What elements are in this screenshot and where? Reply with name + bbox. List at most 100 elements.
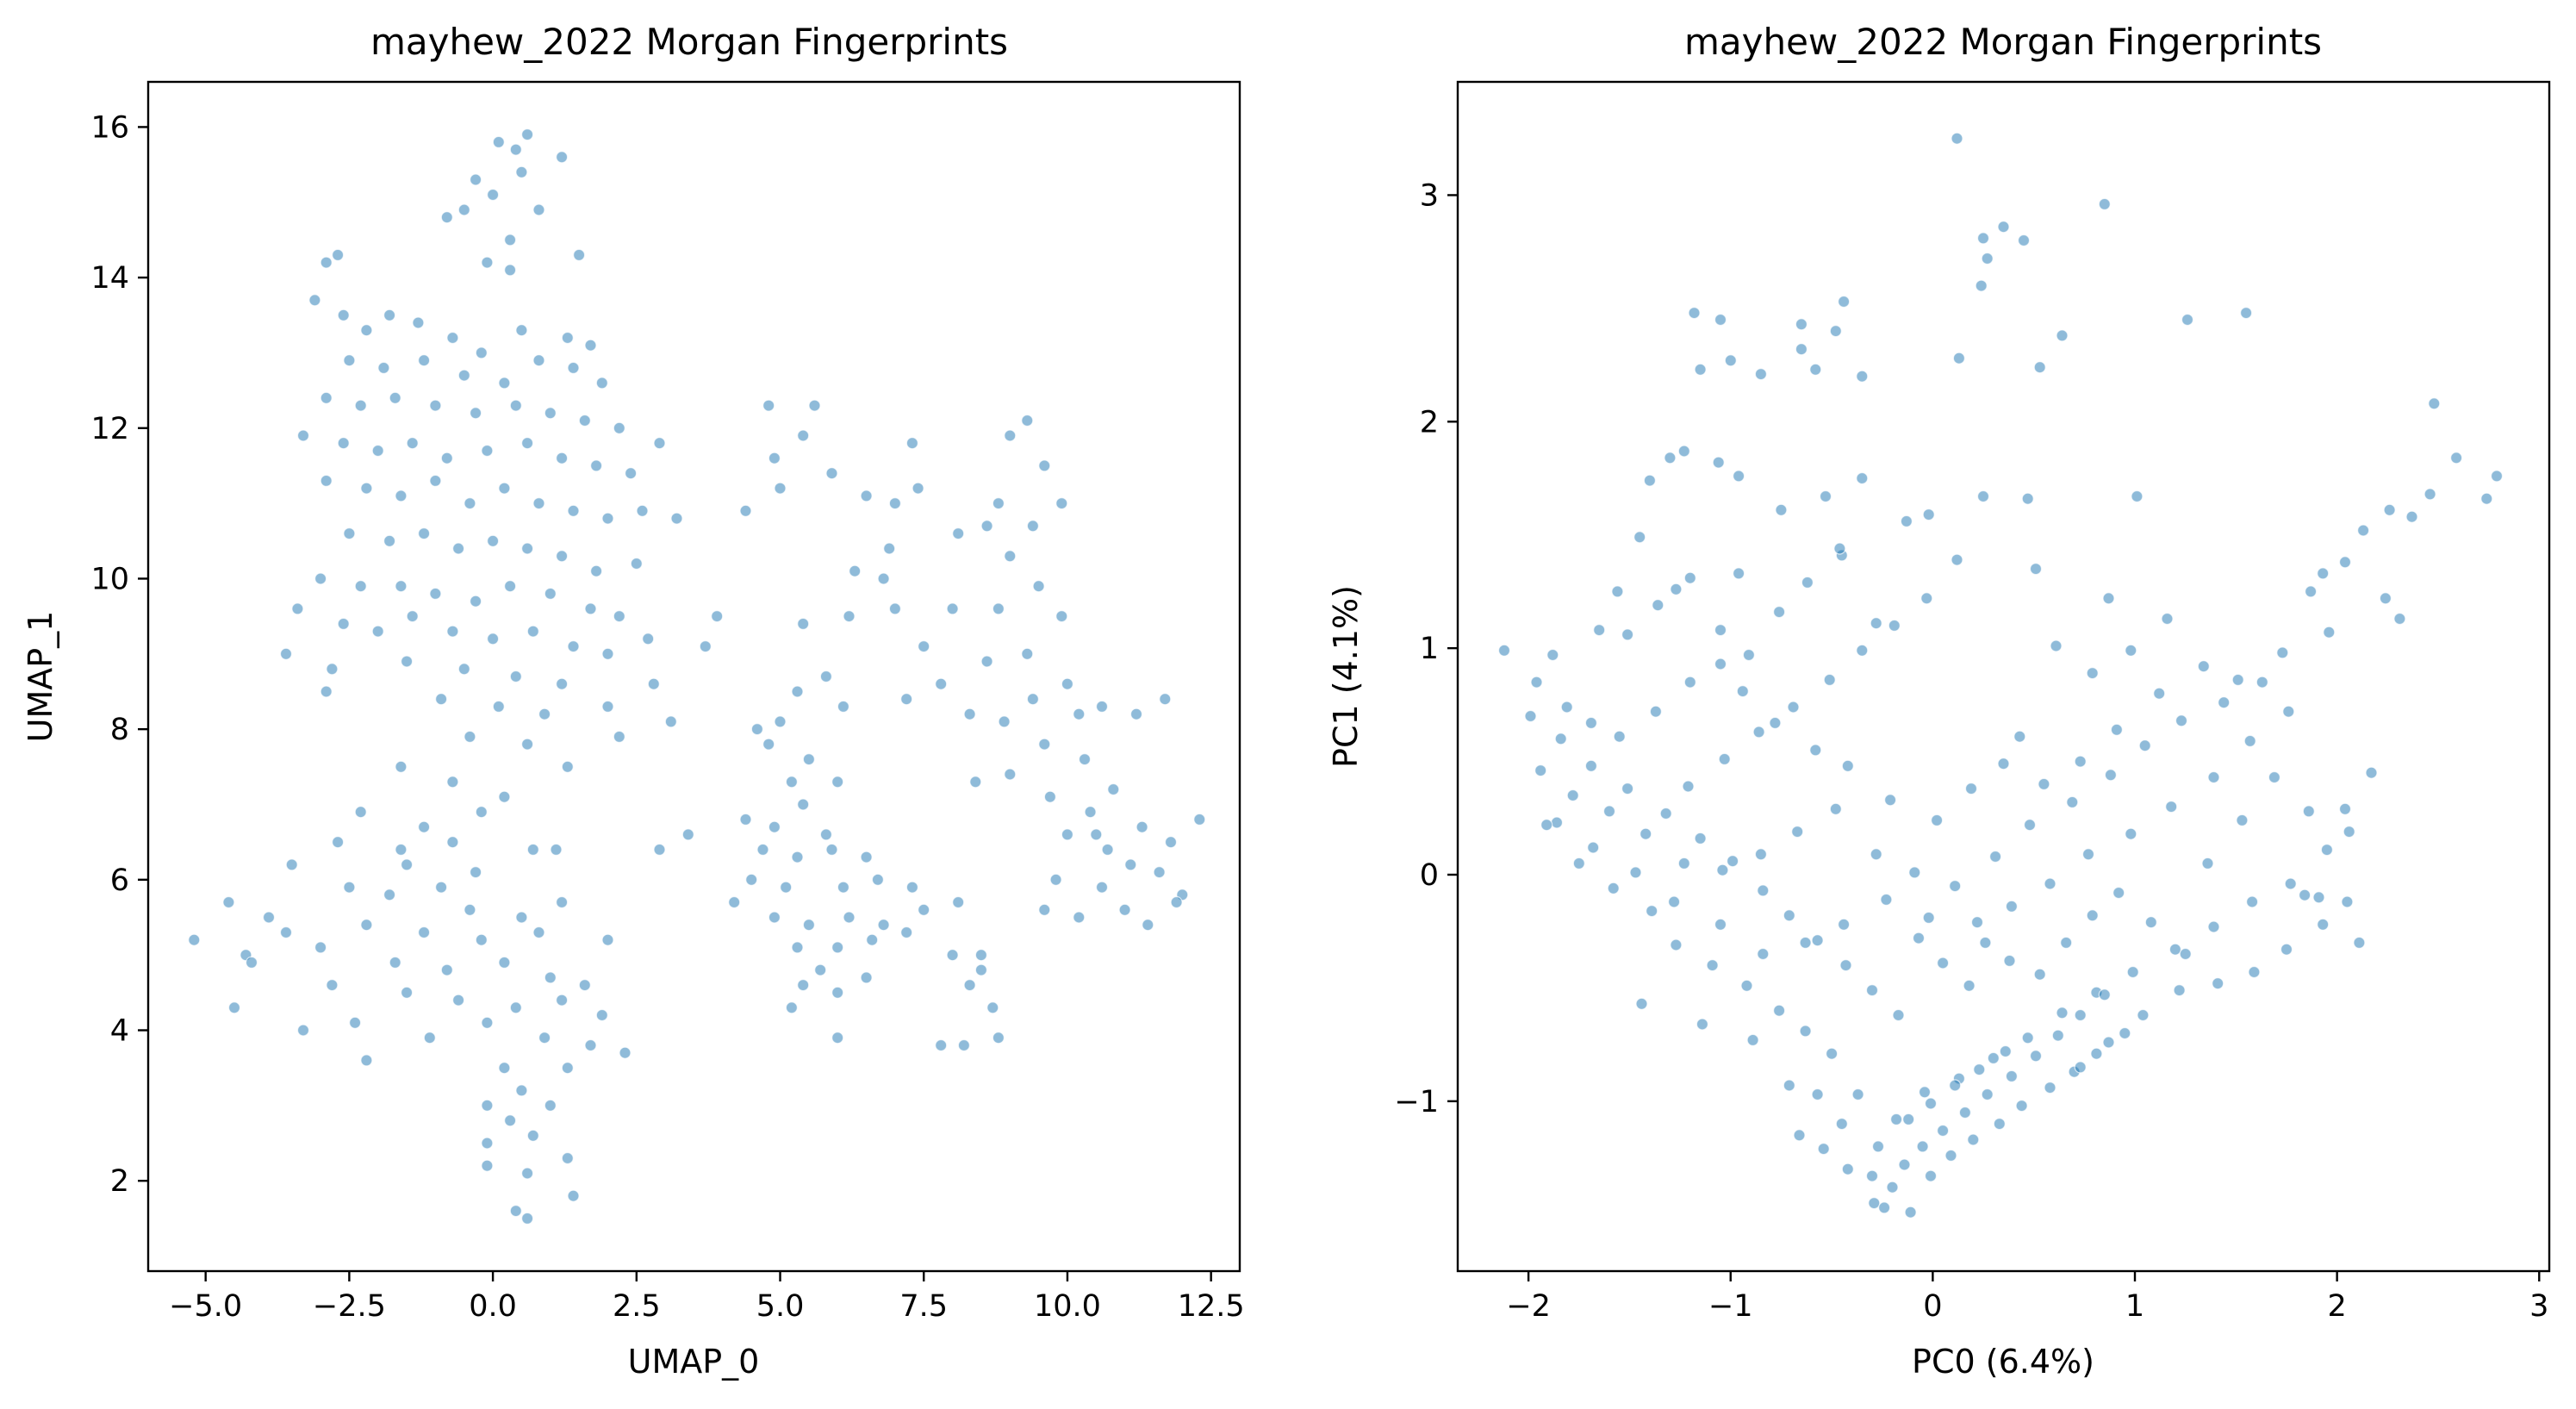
umap-point — [888, 496, 902, 510]
umap-point — [515, 324, 528, 337]
pca-point — [2033, 968, 2046, 981]
pca-point — [1865, 983, 1879, 997]
umap-point — [406, 437, 419, 450]
pca-point — [1841, 759, 1854, 772]
pca-point — [1791, 825, 1804, 839]
pca-point — [2044, 1081, 2056, 1094]
pca-point — [2450, 452, 2463, 464]
umap-point — [819, 670, 833, 683]
umap-point — [797, 617, 810, 631]
umap-point — [957, 1038, 971, 1052]
umap-point — [520, 437, 534, 450]
umap-point — [837, 700, 850, 714]
pca-x-tick-label: 2 — [2327, 1289, 2346, 1324]
pca-point — [2003, 954, 2016, 968]
umap-point — [464, 496, 476, 510]
umap-point — [296, 1024, 310, 1037]
umap-y-tick-label: 4 — [110, 1014, 129, 1049]
pca-point — [2050, 639, 2063, 652]
umap-point — [619, 1046, 632, 1059]
umap-point — [774, 715, 787, 728]
umap-point — [291, 602, 304, 615]
pca-x-axis-label: PC0 (6.4%) — [1912, 1343, 2094, 1381]
pca-point — [2144, 916, 2157, 929]
umap-point — [509, 1001, 522, 1014]
pca-point — [1949, 879, 1962, 893]
pca-point — [1922, 911, 1935, 925]
umap-point — [429, 474, 442, 488]
umap-point — [974, 949, 988, 962]
umap-point — [296, 429, 310, 442]
umap-point — [371, 444, 384, 458]
umap-point — [360, 324, 373, 337]
pca-point — [1560, 701, 1573, 714]
pca-point — [1856, 644, 1869, 657]
pca-point — [1621, 782, 1634, 795]
pca-point — [1801, 576, 1814, 589]
pca-point — [1838, 918, 1851, 931]
umap-point — [429, 587, 442, 601]
pca-point — [1902, 1113, 1915, 1126]
umap-point — [371, 625, 384, 638]
pca-point — [1916, 1140, 1929, 1153]
umap-x-tick-label: 10.0 — [1034, 1289, 1101, 1324]
umap-panel: mayhew_2022 Morgan Fingerprints −5.0 −2.5… — [22, 21, 1245, 1381]
pca-point — [1534, 764, 1547, 777]
umap-y-tick-label: 2 — [110, 1164, 129, 1199]
umap-point — [343, 881, 356, 894]
pca-point — [2066, 795, 2079, 809]
pca-point — [1975, 279, 1988, 292]
umap-point — [1101, 843, 1114, 857]
umap-point — [900, 926, 913, 939]
pca-point — [1530, 676, 1543, 689]
pca-point — [1757, 884, 1770, 897]
umap-point — [262, 911, 276, 924]
umap-point — [440, 452, 453, 464]
umap-y-tick-label: 6 — [110, 863, 129, 898]
umap-point — [555, 550, 569, 563]
umap-point — [544, 407, 557, 420]
pca-point — [1769, 716, 1782, 730]
umap-point — [601, 700, 614, 714]
pca-point — [2240, 307, 2253, 320]
umap-x-tick-label: −5.0 — [169, 1289, 242, 1324]
pca-points — [1497, 132, 2504, 1219]
pca-point — [2317, 918, 2330, 931]
umap-point — [555, 994, 569, 1007]
umap-point — [802, 919, 816, 932]
pca-point — [1740, 979, 1753, 992]
umap-point — [739, 813, 752, 826]
umap-point — [457, 203, 470, 216]
pca-y-tick-label: 0 — [1420, 858, 1439, 893]
umap-point — [326, 978, 339, 992]
umap-point — [837, 881, 850, 894]
umap-point — [446, 836, 459, 849]
pca-point — [1706, 958, 1719, 972]
pca-point — [1757, 947, 1770, 961]
pca-point — [2098, 988, 2111, 1001]
pca-point — [1670, 938, 1683, 951]
pca-point — [1920, 592, 1933, 605]
pca-point — [1811, 934, 1824, 947]
umap-point — [509, 1204, 522, 1218]
umap-point — [860, 489, 873, 502]
umap-point — [768, 820, 781, 833]
pca-point — [1646, 904, 1658, 918]
umap-point — [451, 542, 465, 555]
pca-point — [2038, 777, 2050, 791]
umap-point — [481, 1137, 494, 1150]
pca-y-tick-label: 3 — [1420, 178, 1439, 213]
pca-point — [1987, 1051, 2000, 1065]
umap-point — [1055, 609, 1068, 623]
umap-point — [952, 895, 965, 909]
pca-point — [2056, 329, 2069, 342]
umap-point — [279, 926, 293, 939]
pca-point — [2029, 562, 2043, 576]
pca-point — [2305, 585, 2318, 598]
umap-point — [750, 722, 764, 736]
umap-point — [486, 534, 500, 547]
pca-point — [2021, 492, 2034, 505]
pca-point — [1829, 325, 1842, 338]
pca-x-tick-label: −2 — [1506, 1289, 1551, 1324]
umap-point — [1159, 693, 1172, 706]
